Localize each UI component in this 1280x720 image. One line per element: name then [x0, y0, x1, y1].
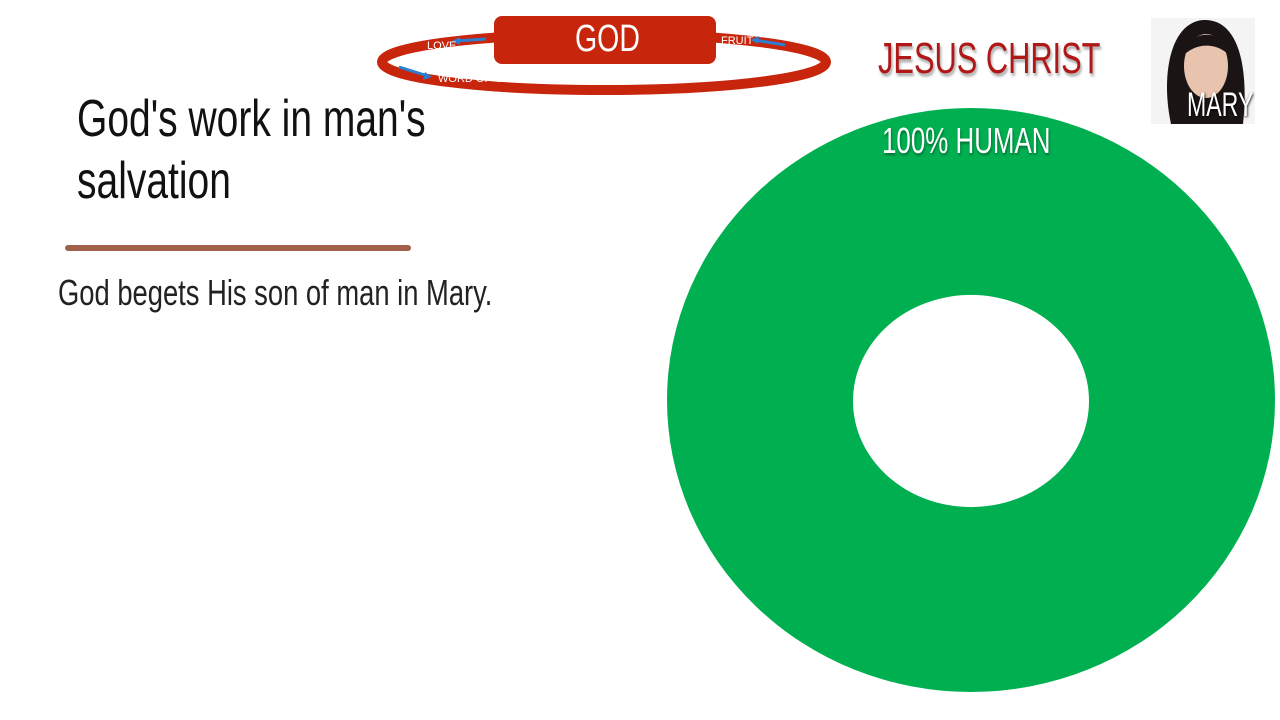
fruit-label: FRUIT: [721, 35, 754, 47]
arrow-word-icon: [398, 65, 429, 78]
donut-label: 100% HUMAN: [882, 120, 1051, 161]
slide-body-text: God begets His son of man in Mary.: [58, 272, 493, 313]
god-label: GOD: [575, 18, 640, 60]
mary-label: MARY: [1187, 86, 1254, 124]
jesus-christ-heading: JESUS CHRIST: [878, 34, 1101, 83]
slide-title: God's work in man's salvation: [77, 90, 426, 210]
love-label: LOVE: [427, 40, 456, 52]
arrow-fruit-icon: [753, 38, 786, 47]
donut-ring: [667, 108, 1275, 692]
god-box: [494, 16, 716, 64]
mary-photo: [1151, 18, 1255, 124]
title-underline: [65, 245, 411, 251]
word-of-god-label: WORD OF GOD: [438, 73, 519, 85]
arrow-love-icon: [454, 37, 487, 43]
